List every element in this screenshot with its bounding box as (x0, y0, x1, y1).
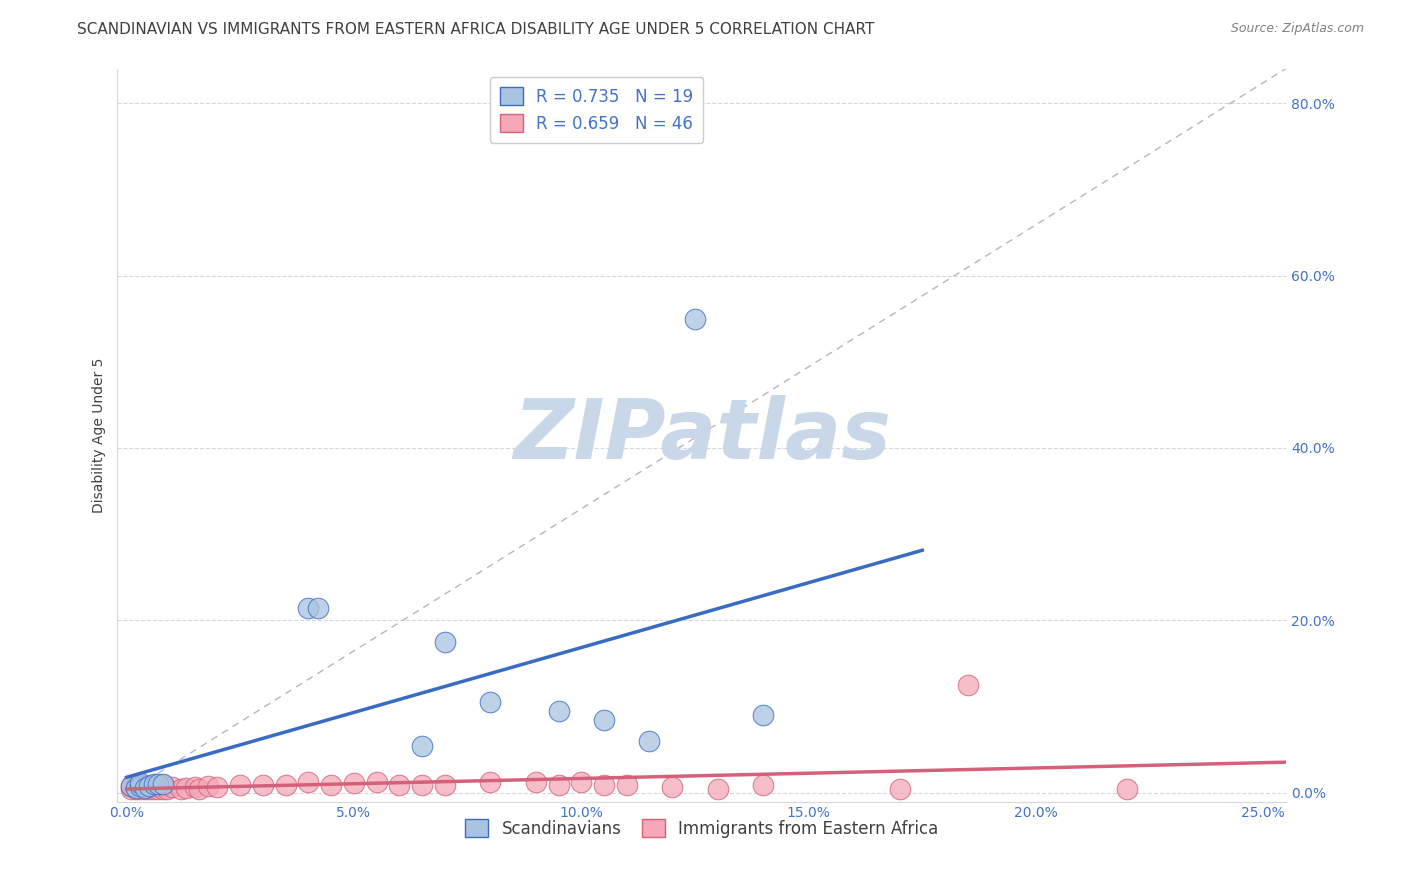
Point (120, 779, 142, 793)
Point (138, 779, 160, 793)
Point (274, 778, 297, 792)
Point (411, 739, 433, 753)
Point (124, 781, 146, 796)
Point (297, 774, 319, 789)
Point (170, 781, 193, 796)
Point (152, 777, 174, 791)
Point (547, 778, 569, 792)
Point (638, 734, 661, 748)
Point (129, 779, 152, 793)
Point (124, 780, 146, 795)
Point (129, 775, 152, 789)
Point (683, 311, 706, 326)
Point (388, 778, 411, 792)
Point (547, 704, 569, 718)
Point (156, 781, 179, 796)
Point (706, 781, 728, 796)
Point (321, 778, 343, 792)
Point (479, 695, 502, 709)
Point (366, 774, 388, 789)
Legend: Scandinavians, Immigrants from Eastern Africa: Scandinavians, Immigrants from Eastern A… (458, 813, 945, 845)
Point (124, 779, 146, 793)
Point (138, 778, 160, 792)
Point (252, 778, 274, 792)
Point (138, 781, 160, 796)
Point (207, 780, 229, 794)
Point (152, 781, 174, 796)
Point (197, 779, 219, 793)
Point (616, 778, 638, 792)
Point (142, 777, 165, 791)
Point (129, 778, 152, 792)
Point (593, 778, 616, 792)
Point (479, 774, 502, 789)
Y-axis label: Disability Age Under 5: Disability Age Under 5 (93, 358, 107, 513)
Point (661, 780, 683, 794)
Point (1115, 781, 1137, 796)
Point (188, 781, 211, 796)
Point (148, 777, 170, 791)
Point (524, 774, 547, 789)
Point (160, 780, 183, 794)
Point (411, 778, 433, 792)
Point (174, 780, 197, 795)
Point (148, 781, 170, 796)
Point (956, 678, 979, 692)
Point (297, 600, 319, 615)
Point (120, 781, 142, 796)
Point (134, 781, 156, 796)
Point (134, 780, 156, 795)
Point (593, 713, 616, 727)
Point (433, 778, 456, 792)
Point (134, 779, 156, 793)
Text: Source: ZipAtlas.com: Source: ZipAtlas.com (1230, 22, 1364, 36)
Point (129, 781, 152, 796)
Point (184, 780, 207, 794)
Point (752, 708, 775, 723)
Point (229, 778, 252, 792)
Point (569, 774, 592, 789)
Point (433, 635, 456, 649)
Point (142, 781, 165, 796)
Point (142, 778, 165, 792)
Point (889, 781, 911, 796)
Point (120, 779, 142, 793)
Point (752, 778, 775, 792)
Point (152, 778, 174, 792)
Text: ZIPatlas: ZIPatlas (513, 394, 890, 475)
Point (148, 779, 170, 793)
Text: SCANDINAVIAN VS IMMIGRANTS FROM EASTERN AFRICA DISABILITY AGE UNDER 5 CORRELATIO: SCANDINAVIAN VS IMMIGRANTS FROM EASTERN … (77, 22, 875, 37)
Point (307, 600, 329, 615)
Point (343, 776, 366, 790)
